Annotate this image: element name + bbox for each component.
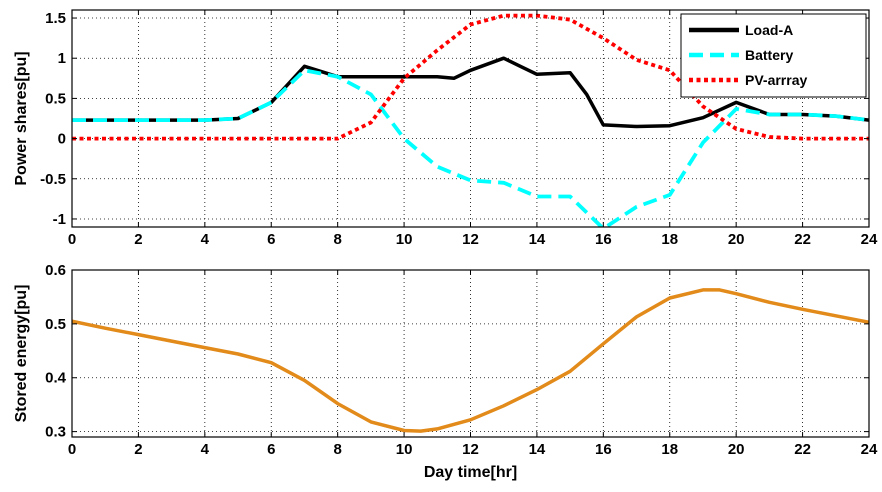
series-line-pv-arrray [72,13,869,141]
x-tick-label: 16 [595,231,612,248]
x-tick-label: 6 [267,441,275,458]
x-tick-label: 22 [794,231,811,248]
legend-label: Battery [745,47,793,63]
y-axis-label: Stored energy[pu] [13,285,30,423]
x-tick-label: 18 [661,441,678,458]
x-tick-label: 14 [529,441,546,458]
x-tick-label: 22 [794,441,811,458]
y-tick-label: 0.4 [45,370,67,387]
x-tick-label: 16 [595,441,612,458]
x-tick-label: 4 [201,231,210,248]
series-line-battery [72,68,869,227]
x-tick-label: 2 [134,441,142,458]
x-tick-label: 10 [396,441,413,458]
x-tick-label: 6 [267,231,275,248]
y-tick-label: 0.5 [45,316,66,333]
y-tick-label: 0 [58,131,66,148]
x-tick-label: 0 [68,441,76,458]
x-tick-label: 10 [396,231,413,248]
x-tick-label: 8 [333,441,341,458]
y-tick-label: -1 [53,211,66,228]
x-tick-label: 24 [861,441,878,458]
y-tick-label: 1.5 [45,10,66,27]
series-line-stored-energy [72,288,869,433]
x-tick-label: 12 [462,441,479,458]
x-tick-label: 2 [134,231,142,248]
x-tick-label: 12 [462,231,479,248]
panel-2: 0 2 4 6 8 10 12 14 16 18 20 22 240.30.40.50.6Stored … [13,262,878,481]
x-tick-label: 8 [333,231,341,248]
plot-frame [71,269,870,438]
x-tick-label: 20 [728,231,745,248]
y-tick-label: 0.5 [45,90,66,107]
y-tick-label: 0.3 [45,424,66,441]
y-axis-label: Power shares[pu] [13,51,30,185]
legend-label: PV-arrray [745,72,807,88]
y-tick-label: 0.6 [45,262,66,279]
y-tick-label: -0.5 [40,171,66,188]
x-tick-label: 18 [661,231,678,248]
x-tick-label: 0 [68,231,76,248]
x-tick-label: 20 [728,441,745,458]
panel-1: 0 2 4 6 8 10 12 14 16 18 20 22 24-1-0.500.511.5Power… [13,9,878,248]
legend-label: Load-A [745,22,793,38]
x-tick-label: 14 [529,231,546,248]
legend: Load-A Battery PV-arrray [680,13,867,98]
x-axis-label: Day time[hr] [424,464,517,481]
y-tick-label: 1 [58,50,66,67]
x-tick-label: 24 [861,231,878,248]
x-tick-label: 4 [201,441,210,458]
